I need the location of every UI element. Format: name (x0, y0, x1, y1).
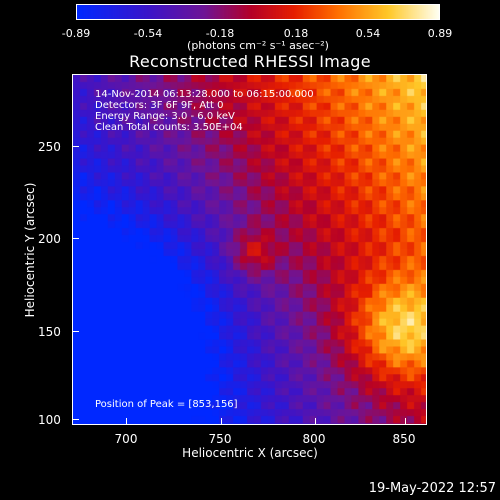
y-tick-label: 100 (38, 413, 61, 427)
x-tick-label: 800 (302, 432, 326, 446)
colorbar-tick-label: 0.18 (283, 27, 309, 40)
info-detectors: Detectors: 3F 6F 9F, Att 0 (95, 100, 224, 111)
x-axis-title: Heliocentric X (arcsec) (182, 446, 318, 460)
colorbar-tick-label: 0.54 (355, 27, 381, 40)
info-energy-range: Energy Range: 3.0 - 6.0 keV (95, 111, 235, 122)
info-time-range: 14-Nov-2014 06:13:28.000 to 06:15:00.000 (95, 89, 314, 100)
y-tick-mark (73, 419, 79, 420)
y-tick-label: 150 (38, 325, 61, 339)
image-plot: 14-Nov-2014 06:13:28.000 to 06:15:00.000… (72, 74, 427, 425)
x-tick-label: 750 (208, 432, 232, 446)
timestamp: 19-May-2022 12:57 (368, 481, 496, 496)
y-tick-label: 250 (38, 140, 61, 154)
colorbar (76, 4, 440, 20)
info-peak-position: Position of Peak = [853,156] (95, 399, 238, 410)
colorbar-gradient (77, 5, 439, 19)
y-tick-mark (73, 331, 79, 332)
info-total-counts: Clean Total counts: 3.50E+04 (95, 122, 243, 133)
y-tick-label: 200 (38, 232, 61, 246)
colorbar-tick-label: -0.18 (205, 27, 235, 40)
colorbar-units: (photons cm⁻² s⁻¹ asec⁻²) (187, 39, 329, 52)
colorbar-tick-label: 0.89 (427, 27, 453, 40)
rhessi-image (73, 75, 426, 424)
x-tick-mark (126, 418, 127, 424)
x-tick-mark (405, 418, 406, 424)
colorbar-tick-label: -0.89 (61, 27, 91, 40)
plot-title: Reconstructed RHESSI Image (129, 52, 371, 71)
y-tick-mark (73, 146, 79, 147)
x-tick-label: 850 (392, 432, 416, 446)
y-tick-mark (73, 238, 79, 239)
colorbar-tick-label: -0.54 (133, 27, 163, 40)
y-axis-title: Heliocentric Y (arcsec) (23, 182, 37, 318)
x-tick-label: 700 (114, 432, 138, 446)
x-tick-mark (221, 418, 222, 424)
x-tick-mark (315, 418, 316, 424)
